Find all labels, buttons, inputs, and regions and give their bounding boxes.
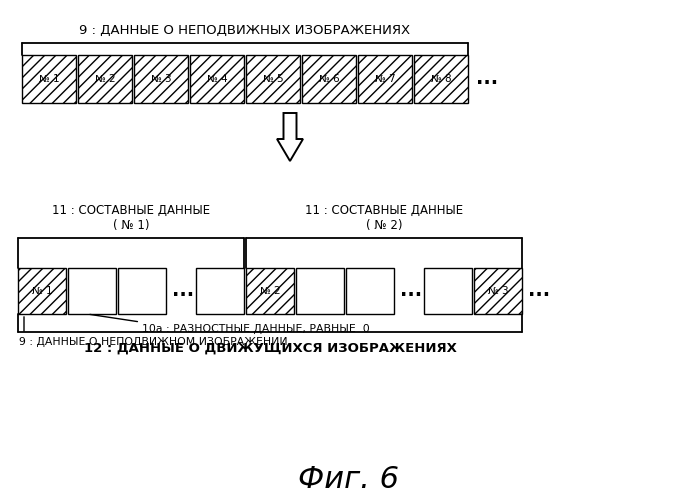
Bar (18, 268, 66, 314)
Bar (246, 268, 294, 314)
Text: № 2: № 2 (260, 286, 281, 296)
Bar (246, 268, 294, 314)
Text: 10a : РАЗНОСТНЫЕ ДАННЫЕ, РАВНЫЕ  0: 10a : РАЗНОСТНЫЕ ДАННЫЕ, РАВНЫЕ 0 (142, 324, 370, 334)
Polygon shape (277, 113, 303, 161)
Text: 9 : ДАННЫЕ О НЕПОДВИЖНОМ ИЗОБРАЖЕНИИ: 9 : ДАННЫЕ О НЕПОДВИЖНОМ ИЗОБРАЖЕНИИ (19, 337, 288, 347)
Bar (358, 55, 412, 103)
Text: № 4: № 4 (207, 74, 228, 84)
Bar (414, 55, 468, 103)
Text: № 8: № 8 (431, 74, 452, 84)
Bar (474, 268, 522, 314)
Text: ...: ... (172, 282, 194, 300)
Bar (196, 268, 244, 314)
Bar (246, 55, 300, 103)
Text: № 3: № 3 (488, 286, 508, 296)
Text: 9 : ДАННЫЕ О НЕПОДВИЖНЫХ ИЗОБРАЖЕНИЯХ: 9 : ДАННЫЕ О НЕПОДВИЖНЫХ ИЗОБРАЖЕНИЯХ (80, 24, 410, 37)
Bar (346, 268, 394, 314)
Text: ...: ... (528, 282, 550, 300)
Bar (134, 55, 188, 103)
Text: № 5: № 5 (262, 74, 283, 84)
Bar (22, 55, 76, 103)
Bar (190, 55, 244, 103)
Bar (296, 268, 344, 314)
Bar (78, 55, 132, 103)
Bar (474, 268, 522, 314)
Text: № 6: № 6 (319, 74, 339, 84)
Bar (246, 55, 300, 103)
Text: ...: ... (400, 282, 422, 300)
Bar (22, 55, 76, 103)
Bar (302, 55, 356, 103)
Bar (302, 55, 356, 103)
Bar (118, 268, 166, 314)
Text: 12 : ДАННЫЕ О ДВИЖУЩИХСЯ ИЗОБРАЖЕНИЯХ: 12 : ДАННЫЕ О ДВИЖУЩИХСЯ ИЗОБРАЖЕНИЯХ (84, 342, 456, 355)
Text: № 7: № 7 (375, 74, 395, 84)
Text: № 2: № 2 (95, 74, 115, 84)
Bar (68, 268, 116, 314)
Bar (190, 55, 244, 103)
Text: 11 : СОСТАВНЫЕ ДАННЫЕ
( № 1): 11 : СОСТАВНЫЕ ДАННЫЕ ( № 1) (52, 204, 210, 232)
Bar (134, 55, 188, 103)
Text: № 3: № 3 (151, 74, 171, 84)
Text: № 1: № 1 (31, 286, 52, 296)
Bar (424, 268, 472, 314)
Bar (18, 268, 66, 314)
Text: ...: ... (476, 70, 498, 88)
Bar (358, 55, 412, 103)
Bar (78, 55, 132, 103)
Text: № 1: № 1 (38, 74, 59, 84)
Bar (414, 55, 468, 103)
Text: 11 : СОСТАВНЫЕ ДАННЫЕ
( № 2): 11 : СОСТАВНЫЕ ДАННЫЕ ( № 2) (305, 204, 463, 232)
Text: Фиг. 6: Фиг. 6 (299, 466, 399, 494)
